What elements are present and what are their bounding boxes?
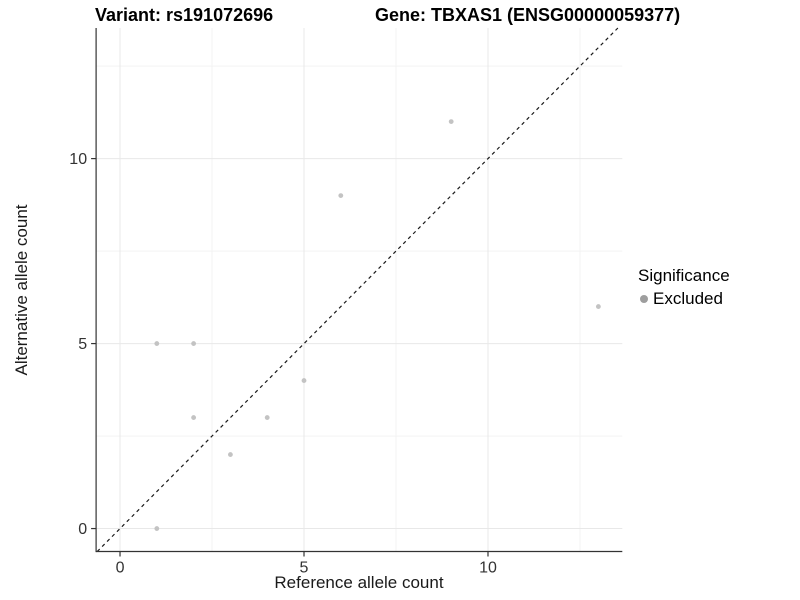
legend-title: Significance: [638, 266, 730, 285]
x-tick-label: 5: [300, 560, 309, 577]
data-point: [595, 304, 601, 309]
data-point: [154, 341, 160, 346]
data-point: [191, 415, 197, 420]
y-axis-label: Alternative allele count: [12, 204, 31, 376]
data-point: [191, 341, 197, 346]
legend-item-excluded: Excluded: [640, 289, 730, 309]
data-point: [301, 378, 307, 383]
y-tick-label: 5: [78, 336, 87, 353]
data-point: [228, 452, 233, 457]
legend: Significance Excluded: [638, 266, 730, 309]
data-point: [448, 119, 454, 125]
x-axis-label: Reference allele count: [274, 573, 444, 592]
legend-point-icon: [640, 295, 648, 303]
x-tick-label: 10: [479, 560, 497, 577]
data-point: [338, 193, 344, 198]
plot-title-gene: Gene: TBXAS1 (ENSG00000059377): [375, 5, 681, 25]
legend-item-label: Excluded: [653, 289, 723, 308]
plot-title-variant: Variant: rs191072696: [95, 5, 274, 25]
data-point: [154, 526, 160, 531]
y-tick-label: 10: [69, 151, 87, 168]
identity-dashed-line: [96, 27, 619, 552]
x-tick-label: 0: [116, 560, 125, 577]
y-tick-label: 0: [78, 521, 87, 538]
data-point: [264, 415, 270, 420]
